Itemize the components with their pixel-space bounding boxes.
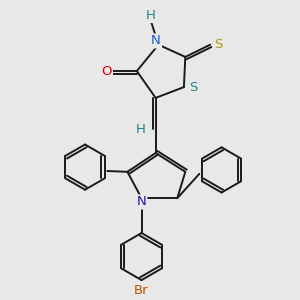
Text: N: N bbox=[151, 34, 161, 47]
Text: S: S bbox=[214, 38, 223, 51]
Text: O: O bbox=[101, 64, 112, 78]
Text: N: N bbox=[137, 195, 146, 208]
Text: Br: Br bbox=[134, 284, 149, 297]
Text: H: H bbox=[146, 9, 156, 22]
Text: S: S bbox=[189, 81, 197, 94]
Text: H: H bbox=[136, 123, 146, 136]
